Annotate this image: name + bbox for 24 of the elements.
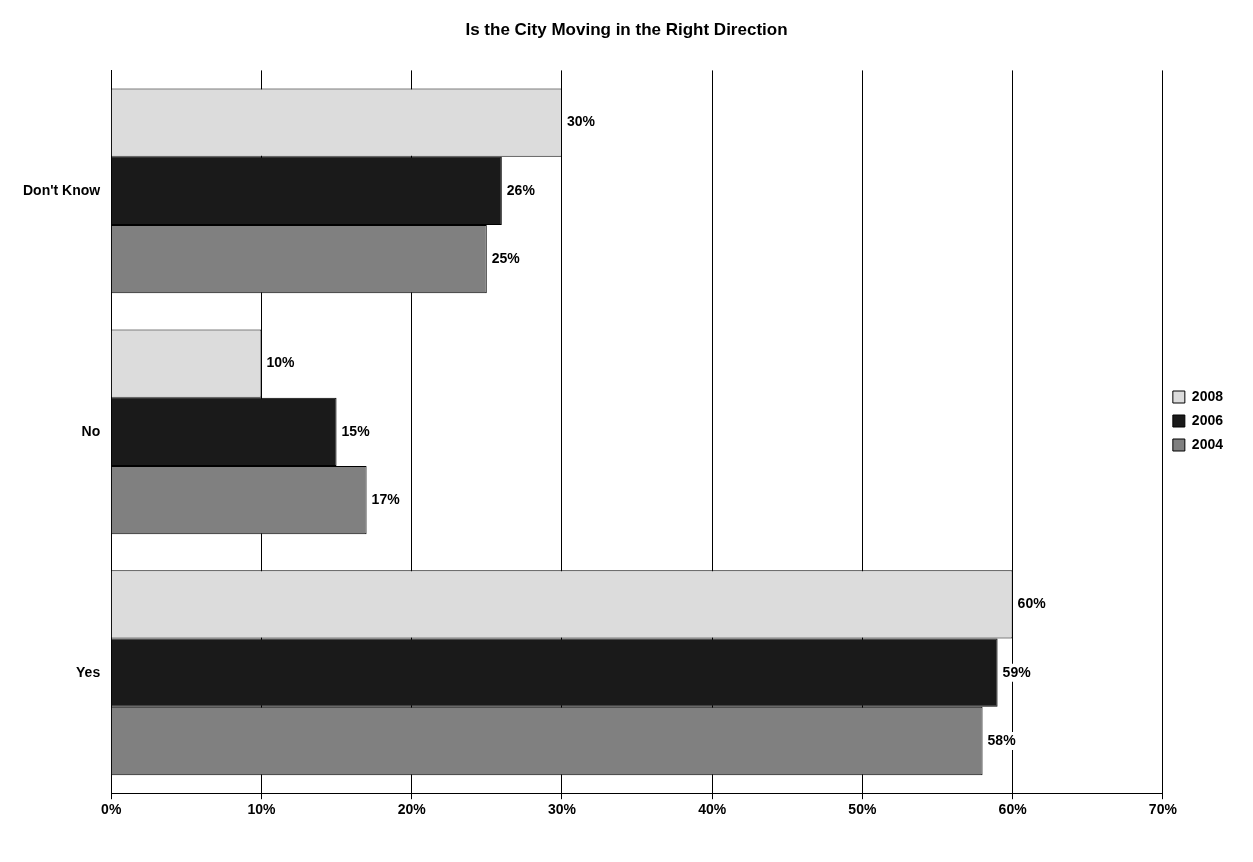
data-label: 26% bbox=[506, 181, 536, 198]
x-tick-label: 70% bbox=[1148, 801, 1178, 818]
legend-label: 2006 bbox=[1191, 411, 1224, 428]
data-label: 25% bbox=[491, 249, 521, 266]
x-tick-label: 30% bbox=[547, 801, 577, 818]
data-label: 15% bbox=[341, 422, 371, 439]
data-label: 10% bbox=[266, 354, 296, 371]
data-label: 58% bbox=[987, 731, 1017, 748]
y-tick-label: No bbox=[81, 422, 101, 439]
data-label: 30% bbox=[566, 113, 596, 130]
legend-label: 2008 bbox=[1191, 387, 1224, 404]
y-tick-label: Don't Know bbox=[23, 181, 101, 198]
legend-label: 2004 bbox=[1191, 435, 1224, 452]
x-tick-label: 50% bbox=[848, 801, 877, 818]
x-tick-label: 60% bbox=[998, 801, 1028, 818]
x-tick-label: 10% bbox=[247, 801, 276, 818]
x-tick-label: 20% bbox=[397, 801, 427, 818]
chart-title: Is the City Moving in the Right Direction bbox=[465, 19, 788, 39]
data-label: 17% bbox=[371, 490, 401, 507]
x-tick-label: 0% bbox=[101, 801, 122, 818]
y-tick-label: Yes bbox=[76, 663, 101, 680]
data-label: 59% bbox=[1002, 663, 1032, 680]
data-label: 60% bbox=[1017, 595, 1047, 612]
x-tick-label: 40% bbox=[698, 801, 727, 818]
